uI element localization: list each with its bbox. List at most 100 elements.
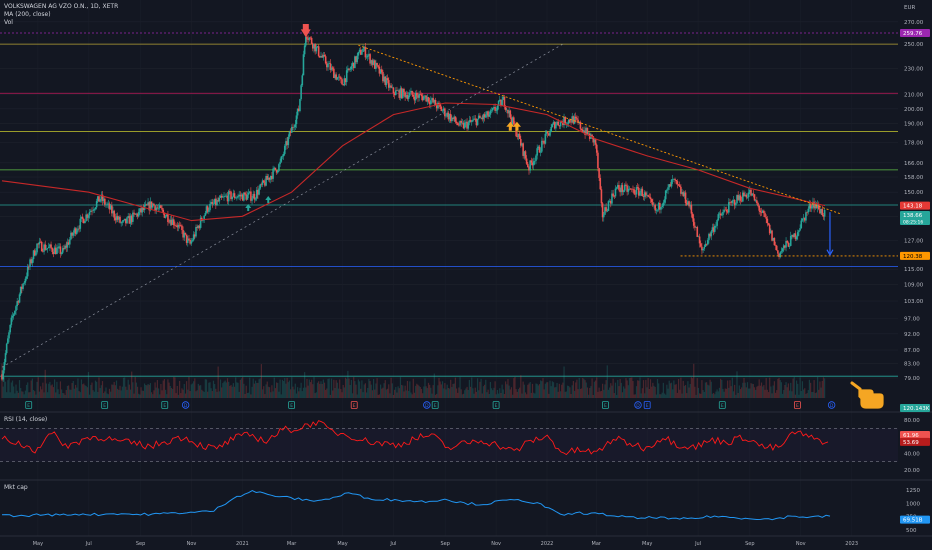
volume-bar-217 xyxy=(254,380,257,398)
volume-bar-363 xyxy=(425,386,427,398)
candle-body-669 xyxy=(782,245,785,249)
volume-bar-31 xyxy=(37,377,39,398)
ma-legend[interactable]: MA (200, close) xyxy=(4,11,51,18)
candle-body-702 xyxy=(821,208,824,216)
rsi-label[interactable]: RSI (14, close) xyxy=(4,416,48,423)
candle-body-618 xyxy=(723,209,725,212)
volume-bar-695 xyxy=(813,380,815,398)
volume-bar-220 xyxy=(258,379,260,398)
volume-bar-382 xyxy=(447,388,449,398)
volume-bar-664 xyxy=(777,378,779,398)
vol-legend[interactable]: Vol xyxy=(4,19,13,26)
volume-bar-68 xyxy=(80,379,83,398)
candle-body-97 xyxy=(114,217,117,221)
volume-bar-635 xyxy=(743,377,745,398)
volume-bar-239 xyxy=(280,394,282,398)
volume-bar-181 xyxy=(212,380,215,398)
volume-bar-513 xyxy=(600,390,603,398)
candle-body-612 xyxy=(716,220,718,226)
candle-body-684 xyxy=(800,220,803,229)
candle-body-326 xyxy=(382,71,384,82)
candle-body-24 xyxy=(29,259,31,267)
candle-body-406 xyxy=(475,118,478,126)
volume-bar-350 xyxy=(410,392,412,398)
price-tick-6: 178.00 xyxy=(904,141,924,147)
candle-body-486 xyxy=(569,119,571,122)
candle-body-205 xyxy=(240,194,243,197)
volume-bar-494 xyxy=(578,377,580,398)
volume-bar-569 xyxy=(666,384,668,398)
candle-body-384 xyxy=(449,113,452,122)
candle-body-66 xyxy=(78,228,80,230)
candle-body-305 xyxy=(357,51,360,56)
volume-bar-148 xyxy=(174,377,176,398)
volume-bar-85 xyxy=(100,385,102,398)
volume-bar-606 xyxy=(709,379,711,398)
candle-body-368 xyxy=(431,98,433,101)
volume-bar-433 xyxy=(507,379,509,398)
volume-bar-296 xyxy=(347,370,349,398)
volume-bar-251 xyxy=(294,383,296,398)
price-tick-3: 210.00 xyxy=(904,93,924,99)
volume-bar-24 xyxy=(29,392,31,398)
volume-bar-701 xyxy=(820,387,822,398)
volume-bar-271 xyxy=(318,381,320,398)
candle-body-400 xyxy=(468,120,471,123)
candle-body-475 xyxy=(556,121,558,125)
earnings-marker-icon-12: E xyxy=(718,401,726,409)
volume-bar-124 xyxy=(146,385,148,398)
volume-bar-679 xyxy=(794,394,797,398)
volume-bar-158 xyxy=(186,381,188,398)
candle-body-600 xyxy=(702,248,704,251)
volume-bar-369 xyxy=(432,385,434,398)
volume-bar-305 xyxy=(357,379,359,398)
symbol-title[interactable]: VOLKSWAGEN AG VZO O.N., 1D, XETR xyxy=(4,3,119,10)
volume-bar-216 xyxy=(253,383,255,398)
volume-bar-491 xyxy=(575,382,577,398)
candle-body-92 xyxy=(108,203,111,210)
candle-body-152 xyxy=(178,224,181,226)
down-trendline xyxy=(358,44,842,215)
candle-body-424 xyxy=(496,105,499,111)
candle-body-113 xyxy=(133,212,135,214)
price-tick-1: 250.00 xyxy=(904,42,924,48)
volume-bar-344 xyxy=(403,391,405,398)
candle-body-558 xyxy=(653,204,655,206)
volume-bar-189 xyxy=(222,383,224,398)
volume-bar-18 xyxy=(22,391,24,398)
candle-body-655 xyxy=(766,218,769,224)
candle-body-309 xyxy=(362,48,364,52)
candle-body-87 xyxy=(102,198,105,202)
volume-bar-419 xyxy=(490,388,493,398)
volume-bar-403 xyxy=(472,388,474,398)
candle-body-388 xyxy=(454,116,457,122)
mcap-label[interactable]: Mkt cap xyxy=(4,484,28,491)
volume-bar-653 xyxy=(764,389,766,398)
volume-bar-455 xyxy=(533,392,535,398)
candle-body-88 xyxy=(104,198,106,205)
volume-bar-480 xyxy=(562,382,564,398)
candle-body-383 xyxy=(448,113,451,120)
candle-body-55 xyxy=(65,245,68,248)
candle-body-301 xyxy=(352,62,355,69)
candle-body-263 xyxy=(308,37,311,40)
candle-body-324 xyxy=(379,69,382,74)
candle-body-172 xyxy=(202,220,204,221)
candle-body-70 xyxy=(82,218,85,224)
volume-bar-545 xyxy=(638,380,640,398)
candle-body-509 xyxy=(595,144,598,153)
candle-body-572 xyxy=(669,184,672,187)
candle-body-109 xyxy=(128,216,131,224)
candle-body-336 xyxy=(393,93,396,96)
volume-bar-337 xyxy=(395,387,397,398)
volume-bar-371 xyxy=(434,394,437,398)
candle-body-670 xyxy=(784,245,786,248)
candle-body-450 xyxy=(527,163,529,167)
volume-bar-106 xyxy=(125,386,127,398)
candle-body-465 xyxy=(544,133,547,144)
candle-body-562 xyxy=(657,202,660,210)
candle-body-667 xyxy=(780,251,783,253)
candle-body-665 xyxy=(778,253,780,258)
volume-bar-184 xyxy=(216,391,218,398)
